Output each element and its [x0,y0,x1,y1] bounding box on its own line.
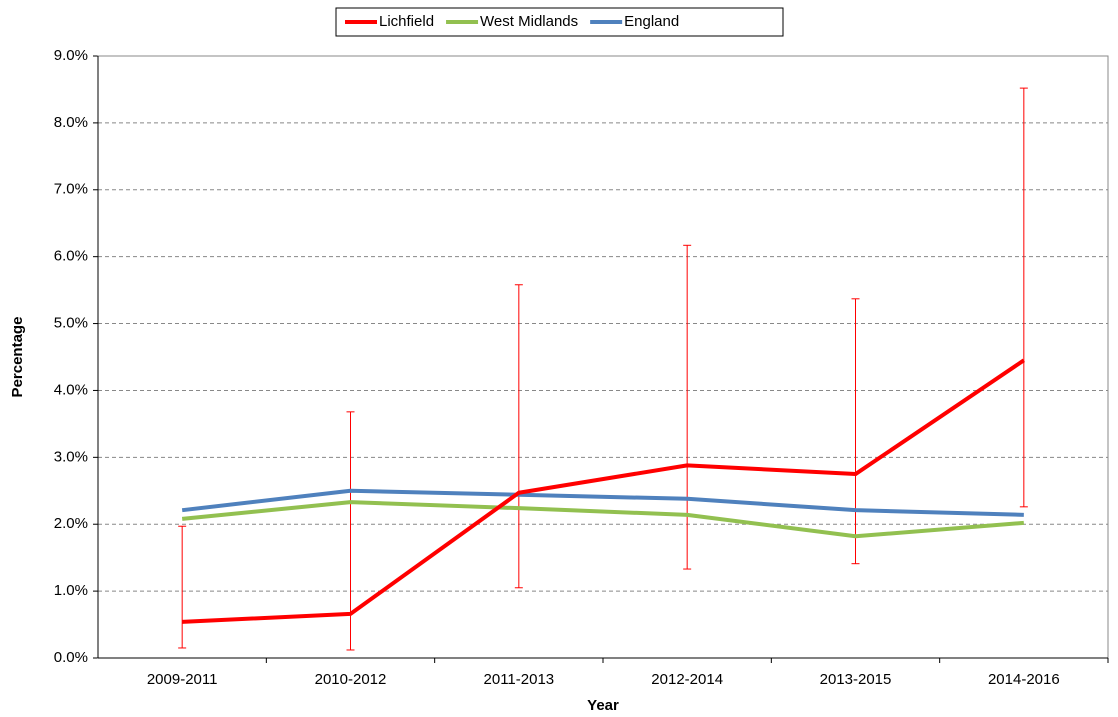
x-tick-label: 2012-2014 [651,671,723,688]
x-tick-label: 2014-2016 [988,671,1060,688]
y-tick-label: 6.0% [54,248,88,265]
error-bar [178,525,187,649]
y-tick-label: 9.0% [54,47,88,64]
y-tick-label: 2.0% [54,515,88,532]
series-line [182,358,1025,624]
series-line [181,500,1024,539]
x-tick-label: 2013-2015 [820,671,892,688]
error-bar [851,298,860,565]
legend-box [335,7,784,37]
x-tick-label: 2010-2012 [315,671,387,688]
error-bar [1019,87,1028,508]
y-tick-label: 1.0% [54,582,88,599]
y-tick-label: 4.0% [54,381,88,398]
x-tick-label: 2009-2011 [147,671,218,688]
y-tick-label: 7.0% [54,181,88,198]
y-axis-title: Percentage [9,317,26,398]
error-bar [514,284,523,589]
plot-frame [97,55,1109,659]
x-axis-title: Year [587,697,619,714]
y-tick-label: 5.0% [54,315,88,332]
series-line [181,488,1024,517]
legend-label: West Midlands [480,13,578,30]
error-bar [683,244,692,570]
x-tick-label: 2011-2013 [484,671,555,688]
y-tick-label: 3.0% [54,448,88,465]
y-tick-label: 0.0% [54,649,88,666]
y-tick-label: 8.0% [54,114,88,131]
legend-label: England [624,13,679,30]
legend-label: Lichfield [379,13,434,30]
error-bar [346,411,355,651]
